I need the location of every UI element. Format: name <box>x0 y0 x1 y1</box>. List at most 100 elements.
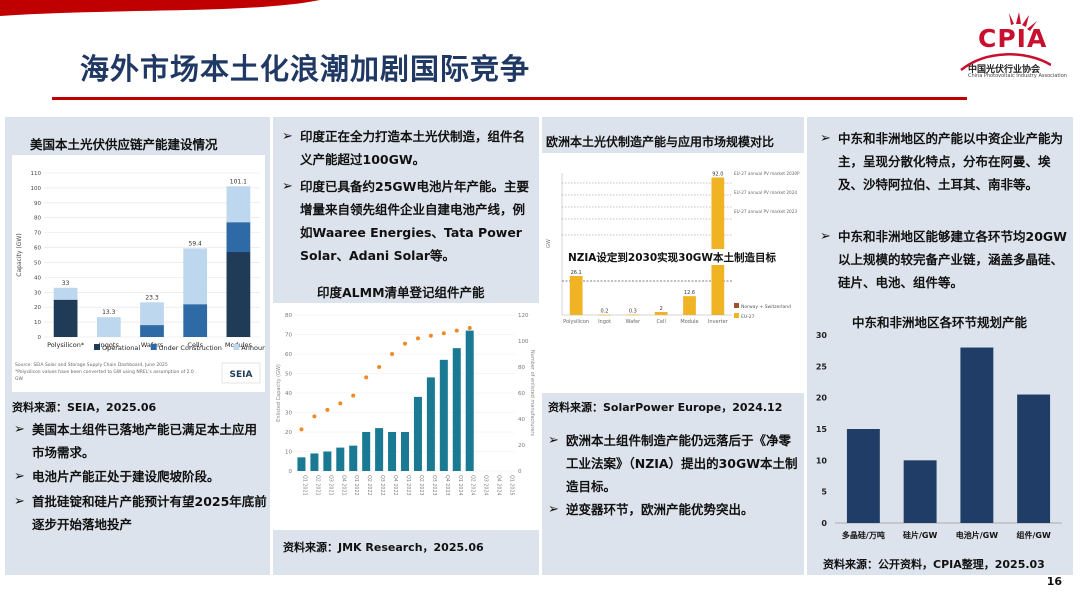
india-chart-image: 0 10 20 30 40 50 60 70 80 0 20 40 60 80 100 120 Enlisted… <box>273 303 539 530</box>
india-capacity-bar <box>388 432 397 471</box>
us-legend-swatch <box>233 344 240 350</box>
us-bullet-3: ➢ 首批硅锭和硅片产能预计有望2025年底前逐步开始落地投产 <box>14 490 268 536</box>
india-manufacturer-dot <box>454 328 459 333</box>
india-manufacturer-dot <box>377 365 382 369</box>
india-ytick-right: 120 <box>518 313 529 319</box>
india-xtick: Q1 2021 <box>301 475 307 496</box>
arrow-icon: ➢ <box>548 502 559 517</box>
us-footnote: *Polysilicon values have been converted … <box>15 369 194 375</box>
india-ytick-left: 70 <box>285 333 292 339</box>
mea-xtick: 电池片/GW <box>956 530 998 540</box>
us-total-label: 33 <box>62 280 70 287</box>
india-xtick: Q2 2021 <box>314 475 320 496</box>
us-bullet-1: ➢ 美国本土组件已落地产能已满足本土应用市场需求。 <box>14 418 268 464</box>
us-xtick: Polysilicon* <box>47 341 85 349</box>
india-xtick: Q1 2024 <box>457 475 463 496</box>
arrow-icon: ➢ <box>14 494 25 509</box>
europe-xtick: Module <box>680 319 698 325</box>
europe-value-label: 12.6 <box>684 290 695 296</box>
us-bullet-2: ➢ 电池片产能正处于建设爬坡阶段。 <box>14 465 268 488</box>
us-bar-segment <box>53 287 78 300</box>
india-xtick: Q3 2023 <box>431 475 437 496</box>
us-ytick: 0 <box>38 335 42 341</box>
europe-bar <box>683 296 696 315</box>
india-ylabel-right: Number of enlisted manufacturers <box>529 350 535 437</box>
us-ytick: 30 <box>34 290 41 296</box>
arrow-icon: ➢ <box>820 131 831 146</box>
europe-xtick: Polysilicon <box>563 319 589 325</box>
mea-ytick: 5 <box>821 488 827 497</box>
india-ytick-right: 100 <box>518 339 529 345</box>
logo-en: China Photovoltaic Industry Association <box>968 73 1067 79</box>
mea-bar <box>960 347 994 523</box>
us-ytick: 10 <box>34 320 41 326</box>
europe-overlay-bg <box>564 249 772 265</box>
us-total-label: 101.1 <box>230 178 247 185</box>
india-capacity-bar <box>439 359 448 471</box>
mea-xtick: 硅片/GW <box>903 530 937 540</box>
europe-bar <box>598 314 611 316</box>
us-ytick: 100 <box>31 186 42 192</box>
us-legend-swatch <box>150 344 157 350</box>
india-bullet-1: ➢ 印度正在全力打造本土光伏制造，组件名义产能超过100GW。 <box>282 125 536 171</box>
india-ytick-right: 20 <box>518 443 525 449</box>
us-legend-label: Operational <box>102 344 140 352</box>
us-ytick: 60 <box>34 246 41 252</box>
seia-logo-text: SEIA <box>230 370 253 380</box>
mea-chart: 0 5 10 15 20 25 30 多晶硅/万吨 硅片/GW 电池片/GW 组件/GW <box>816 331 1062 540</box>
india-ytick-left: 40 <box>285 391 292 397</box>
arrow-icon: ➢ <box>282 179 293 194</box>
europe-value-label: 92.0 <box>712 171 723 177</box>
us-source: 资料来源：SEIA，2025.06 <box>12 401 157 414</box>
india-xtick: Q4 2021 <box>340 475 346 496</box>
india-ytick-right: 40 <box>518 417 525 423</box>
europe-value-label: 0.3 <box>629 309 637 315</box>
us-ytick: 90 <box>34 201 41 207</box>
europe-xtick: Wafer <box>626 319 642 325</box>
mea-ytick: 20 <box>816 394 828 403</box>
india-capacity-bar <box>362 432 371 471</box>
us-ytick: 40 <box>34 275 41 281</box>
mea-ytick: 0 <box>821 519 827 528</box>
arrow-icon: ➢ <box>282 129 293 144</box>
us-total-label: 59.4 <box>189 240 203 247</box>
us-ytick: 110 <box>31 171 42 177</box>
india-xtick: Q1 2025 <box>509 475 515 496</box>
logo-cn: 中国光伏行业协会 <box>968 65 1041 75</box>
europe-bullet-1: ➢ 欧洲本土组件制造产能仍远落后于《净零工业法案》（NZIA）提出的30GW本土制… <box>548 429 798 498</box>
india-bullet-2: ➢ 印度已具备约25GW电池片年产能。主要增量来自领先组件企业自建电池产线，例如W… <box>282 175 536 267</box>
india-chart: 0 10 20 30 40 50 60 70 80 0 20 40 60 80 100 120 Enlisted… <box>276 313 535 496</box>
us-bar-segment <box>226 252 251 337</box>
us-total-label: 23.3 <box>145 294 159 301</box>
india-manufacturer-dot <box>428 333 433 338</box>
india-manufacturer-dot <box>390 352 395 356</box>
europe-overlay-text: NZIA设定到2030实现30GW本土制造目标 <box>568 251 776 264</box>
india-capacity-bar <box>426 377 435 471</box>
europe-chart: GW EU-27 annual PV market 2030P EU-27 annu… <box>546 171 800 325</box>
europe-bar <box>569 275 583 315</box>
mea-xtick: 多晶硅/万吨 <box>842 530 885 540</box>
india-manufacturer-dot <box>415 336 420 341</box>
us-bar-segment <box>226 222 251 253</box>
mea-source: 资料来源：公开资料，CPIA整理，2025.03 <box>823 558 1045 571</box>
india-manufacturer-dot <box>312 414 317 419</box>
india-xtick: Q2 2023 <box>418 475 424 496</box>
mea-bar <box>846 429 880 523</box>
us-total-label: 13.3 <box>102 309 116 316</box>
us-bar-segment <box>140 302 164 326</box>
india-ytick-left: 20 <box>285 430 292 436</box>
us-legend-label: Announced <box>241 344 265 352</box>
mea-ytick: 30 <box>816 331 828 340</box>
europe-reference-label: EU-27 annual PV market 2030P <box>734 171 800 176</box>
india-chart-title: 印度ALMM清单登记组件产能 <box>317 285 485 300</box>
india-capacity-bar <box>452 348 461 471</box>
europe-reference-label: EU-27 annual PV market 2024 <box>734 190 797 195</box>
europe-bullet-2: ➢ 逆变器环节，欧洲产能优势突出。 <box>548 498 798 521</box>
us-bar-segment <box>183 304 208 337</box>
india-xtick: Q4 2022 <box>392 475 398 496</box>
mea-bar <box>1017 394 1051 523</box>
us-footnote: Source: SEIA Solar and Storage Supply Ch… <box>15 362 168 368</box>
us-bar-segment <box>226 186 251 223</box>
mea-ytick: 10 <box>816 456 828 465</box>
india-ylabel-left: Enlisted Capacity (GW) <box>276 364 282 422</box>
